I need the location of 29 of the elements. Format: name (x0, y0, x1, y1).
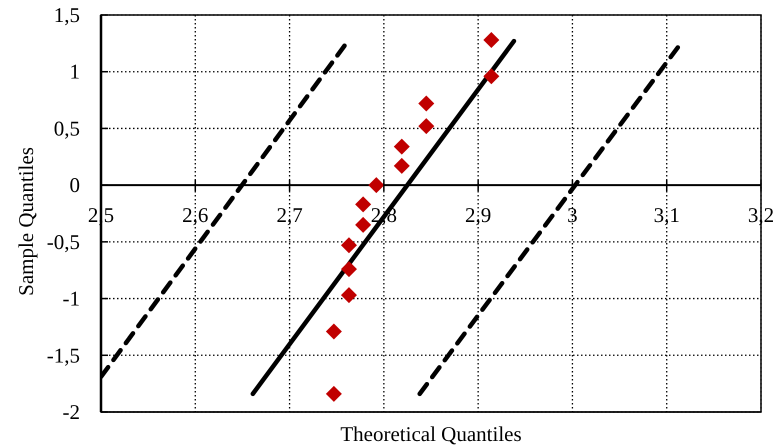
y-tick-label: 0,5 (54, 116, 80, 140)
x-tick-label: 2,6 (182, 203, 208, 228)
y-tick-label: 1 (70, 60, 80, 84)
point (418, 118, 434, 134)
y-tick-label: 0 (70, 173, 80, 198)
x-axis-title: Theoretical Quantiles (340, 422, 522, 446)
point (326, 386, 342, 402)
point (483, 68, 500, 84)
point (355, 216, 372, 233)
x-tick-label: 2,7 (276, 203, 303, 228)
point (418, 95, 434, 112)
point (394, 158, 410, 174)
x-tick-label: 3,1 (654, 203, 680, 228)
y-tick-label: 1,5 (54, 3, 80, 27)
x-tick-label: 2,9 (465, 203, 492, 228)
x-tick-label: 3 (567, 203, 578, 228)
point (394, 138, 410, 155)
y-tick-label: -2 (62, 400, 80, 424)
point (368, 177, 384, 194)
y-axis-title: Sample Quantiles (14, 147, 38, 296)
point (326, 323, 342, 340)
point (483, 32, 500, 48)
point (340, 287, 357, 304)
y-tick-label: -1 (62, 286, 80, 311)
point (340, 261, 357, 278)
point (340, 237, 357, 254)
point (355, 196, 372, 212)
y-tick-label: -1,5 (46, 343, 80, 368)
y-tick-label: -0,5 (46, 230, 80, 254)
